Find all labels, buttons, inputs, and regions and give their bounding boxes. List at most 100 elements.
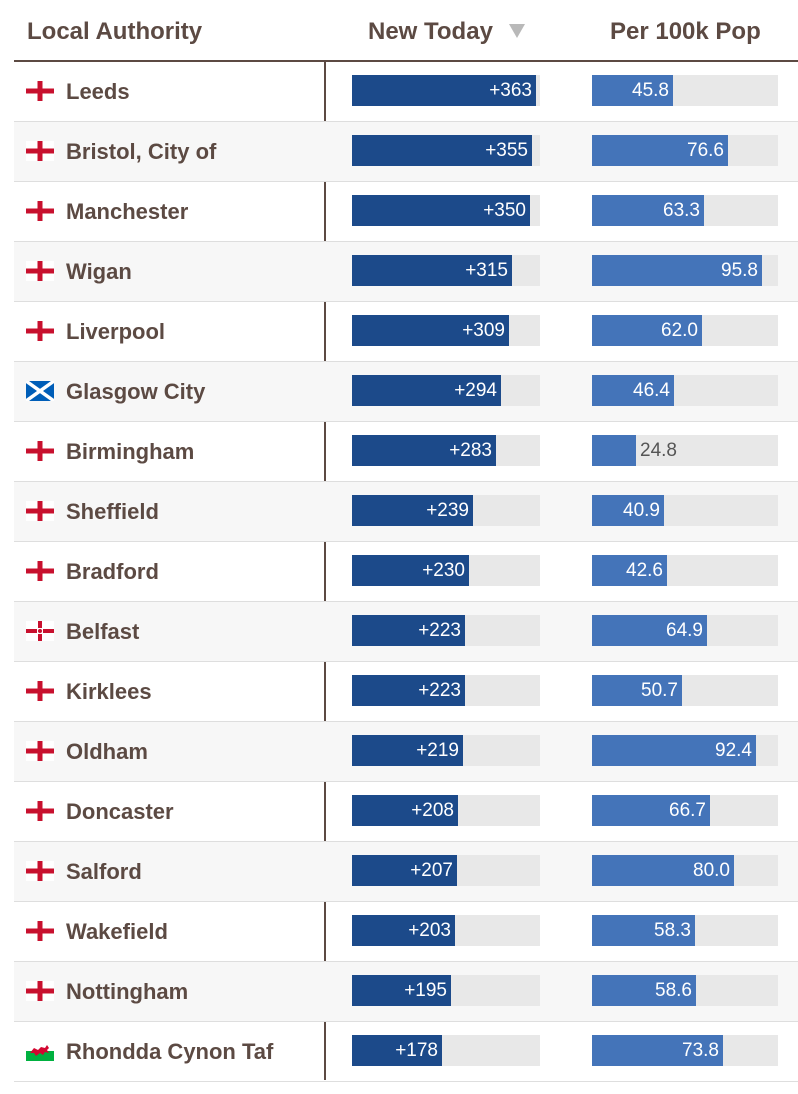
table-row[interactable]: Rhondda Cynon Taf +178 73.8 bbox=[14, 1022, 798, 1082]
per-100k-bar-track: 73.8 bbox=[592, 1035, 778, 1066]
table-row[interactable]: Belfast +223 64.9 bbox=[14, 602, 798, 662]
new-today-bar-track: +294 bbox=[352, 375, 540, 406]
table-row[interactable]: Sheffield +239 40.9 bbox=[14, 482, 798, 542]
per-100k-bar-track: 66.7 bbox=[592, 795, 778, 826]
table-row[interactable]: Leeds +363 45.8 bbox=[14, 62, 798, 122]
per-100k-bar bbox=[592, 915, 695, 946]
new-today-bar bbox=[352, 615, 465, 646]
per-100k-bar-track: 42.6 bbox=[592, 555, 778, 586]
table-row[interactable]: Wigan +315 95.8 bbox=[14, 242, 798, 302]
per-100k-bar bbox=[592, 855, 734, 886]
per-100k-value: 50.7 bbox=[641, 680, 678, 701]
per-100k-value: 92.4 bbox=[715, 740, 752, 761]
new-today-bar-track: +219 bbox=[352, 735, 540, 766]
table-row[interactable]: Oldham +219 92.4 bbox=[14, 722, 798, 782]
per-100k-bar bbox=[592, 555, 667, 586]
new-today-bar bbox=[352, 495, 473, 526]
per-100k-value: 95.8 bbox=[721, 260, 758, 281]
per-100k-value: 76.6 bbox=[687, 140, 724, 161]
england-flag-icon bbox=[26, 201, 54, 221]
authority-name: Manchester bbox=[66, 199, 189, 224]
new-today-value: +363 bbox=[489, 80, 532, 101]
new-today-value: +195 bbox=[404, 980, 447, 1001]
new-today-value: +178 bbox=[395, 1040, 438, 1061]
new-today-value: +219 bbox=[416, 740, 459, 761]
new-today-bar bbox=[352, 735, 463, 766]
table-row[interactable]: Manchester +350 63.3 bbox=[14, 182, 798, 242]
table-row[interactable]: Bradford +230 42.6 bbox=[14, 542, 798, 602]
table-row[interactable]: Wakefield +203 58.3 bbox=[14, 902, 798, 962]
per-100k-value: 63.3 bbox=[663, 200, 700, 221]
per-100k-bar bbox=[592, 195, 704, 226]
table-row[interactable]: Liverpool +309 62.0 bbox=[14, 302, 798, 362]
england-flag-icon bbox=[26, 321, 54, 341]
per-100k-bar-track: 45.8 bbox=[592, 75, 778, 106]
england-flag-icon bbox=[26, 561, 54, 581]
new-today-bar-track: +309 bbox=[352, 315, 540, 346]
per-100k-bar bbox=[592, 315, 702, 346]
new-today-bar-track: +207 bbox=[352, 855, 540, 886]
new-today-bar bbox=[352, 375, 501, 406]
new-today-bar bbox=[352, 975, 451, 1006]
scotland-flag-icon bbox=[26, 381, 54, 401]
new-today-bar-track: +230 bbox=[352, 555, 540, 586]
england-flag-icon bbox=[26, 921, 54, 941]
authority-name: Sheffield bbox=[66, 499, 159, 524]
new-today-value: +239 bbox=[426, 500, 469, 521]
per-100k-bar bbox=[592, 375, 674, 406]
per-100k-value: 45.8 bbox=[632, 80, 669, 101]
new-today-value: +203 bbox=[408, 920, 451, 941]
per-100k-bar bbox=[592, 135, 728, 166]
per-100k-bar-track: 95.8 bbox=[592, 255, 778, 286]
authority-name: Salford bbox=[66, 859, 142, 884]
table-row[interactable]: Salford +207 80.0 bbox=[14, 842, 798, 902]
per-100k-bar bbox=[592, 675, 682, 706]
table-row[interactable]: Nottingham +195 58.6 bbox=[14, 962, 798, 1022]
england-flag-icon bbox=[26, 141, 54, 161]
header-divider bbox=[14, 60, 798, 62]
authority-name: Birmingham bbox=[66, 439, 195, 464]
new-today-value: +208 bbox=[411, 800, 454, 821]
new-today-value: +223 bbox=[418, 680, 461, 701]
table-row[interactable]: Glasgow City +294 46.4 bbox=[14, 362, 798, 422]
authority-name: Glasgow City bbox=[66, 379, 206, 404]
new-today-bar-track: +350 bbox=[352, 195, 540, 226]
authority-name: Bradford bbox=[66, 559, 159, 584]
per-100k-value: 24.8 bbox=[640, 440, 677, 461]
sort-desc-icon[interactable] bbox=[508, 24, 525, 38]
table-row[interactable]: Birmingham +283 24.8 bbox=[14, 422, 798, 482]
header-new-today-label: New Today bbox=[368, 18, 493, 45]
column-divider bbox=[324, 62, 326, 1080]
per-100k-bar-track: 46.4 bbox=[592, 375, 778, 406]
per-100k-bar-track: 58.3 bbox=[592, 915, 778, 946]
authority-name: Rhondda Cynon Taf bbox=[66, 1039, 274, 1064]
authority-name: Nottingham bbox=[66, 979, 189, 1004]
per-100k-bar-track: 50.7 bbox=[592, 675, 778, 706]
per-100k-bar-track: 76.6 bbox=[592, 135, 778, 166]
authority-name: Belfast bbox=[66, 619, 140, 644]
new-today-bar-track: +208 bbox=[352, 795, 540, 826]
authority-name: Bristol, City of bbox=[66, 139, 217, 164]
authority-name: Doncaster bbox=[66, 799, 174, 824]
new-today-bar bbox=[352, 435, 496, 466]
england-flag-icon bbox=[26, 81, 54, 101]
england-flag-icon bbox=[26, 681, 54, 701]
table-row[interactable]: Bristol, City of +355 76.6 bbox=[14, 122, 798, 182]
new-today-value: +355 bbox=[485, 140, 528, 161]
table-row[interactable]: Kirklees +223 50.7 bbox=[14, 662, 798, 722]
per-100k-value: 58.3 bbox=[654, 920, 691, 941]
england-flag-icon bbox=[26, 741, 54, 761]
per-100k-bar bbox=[592, 1035, 723, 1066]
new-today-bar-track: +239 bbox=[352, 495, 540, 526]
new-today-value: +309 bbox=[462, 320, 505, 341]
new-today-bar-track: +315 bbox=[352, 255, 540, 286]
table-row[interactable]: Doncaster +208 66.7 bbox=[14, 782, 798, 842]
per-100k-bar-track: 63.3 bbox=[592, 195, 778, 226]
header-local-authority[interactable]: Local Authority bbox=[27, 18, 203, 45]
header-new-today[interactable]: New Today bbox=[368, 18, 525, 46]
header-per-100k-pop[interactable]: Per 100k Pop bbox=[610, 18, 761, 45]
new-today-bar bbox=[352, 795, 458, 826]
per-100k-bar-track: 40.9 bbox=[592, 495, 778, 526]
per-100k-value: 46.4 bbox=[633, 380, 670, 401]
per-100k-bar-track: 80.0 bbox=[592, 855, 778, 886]
